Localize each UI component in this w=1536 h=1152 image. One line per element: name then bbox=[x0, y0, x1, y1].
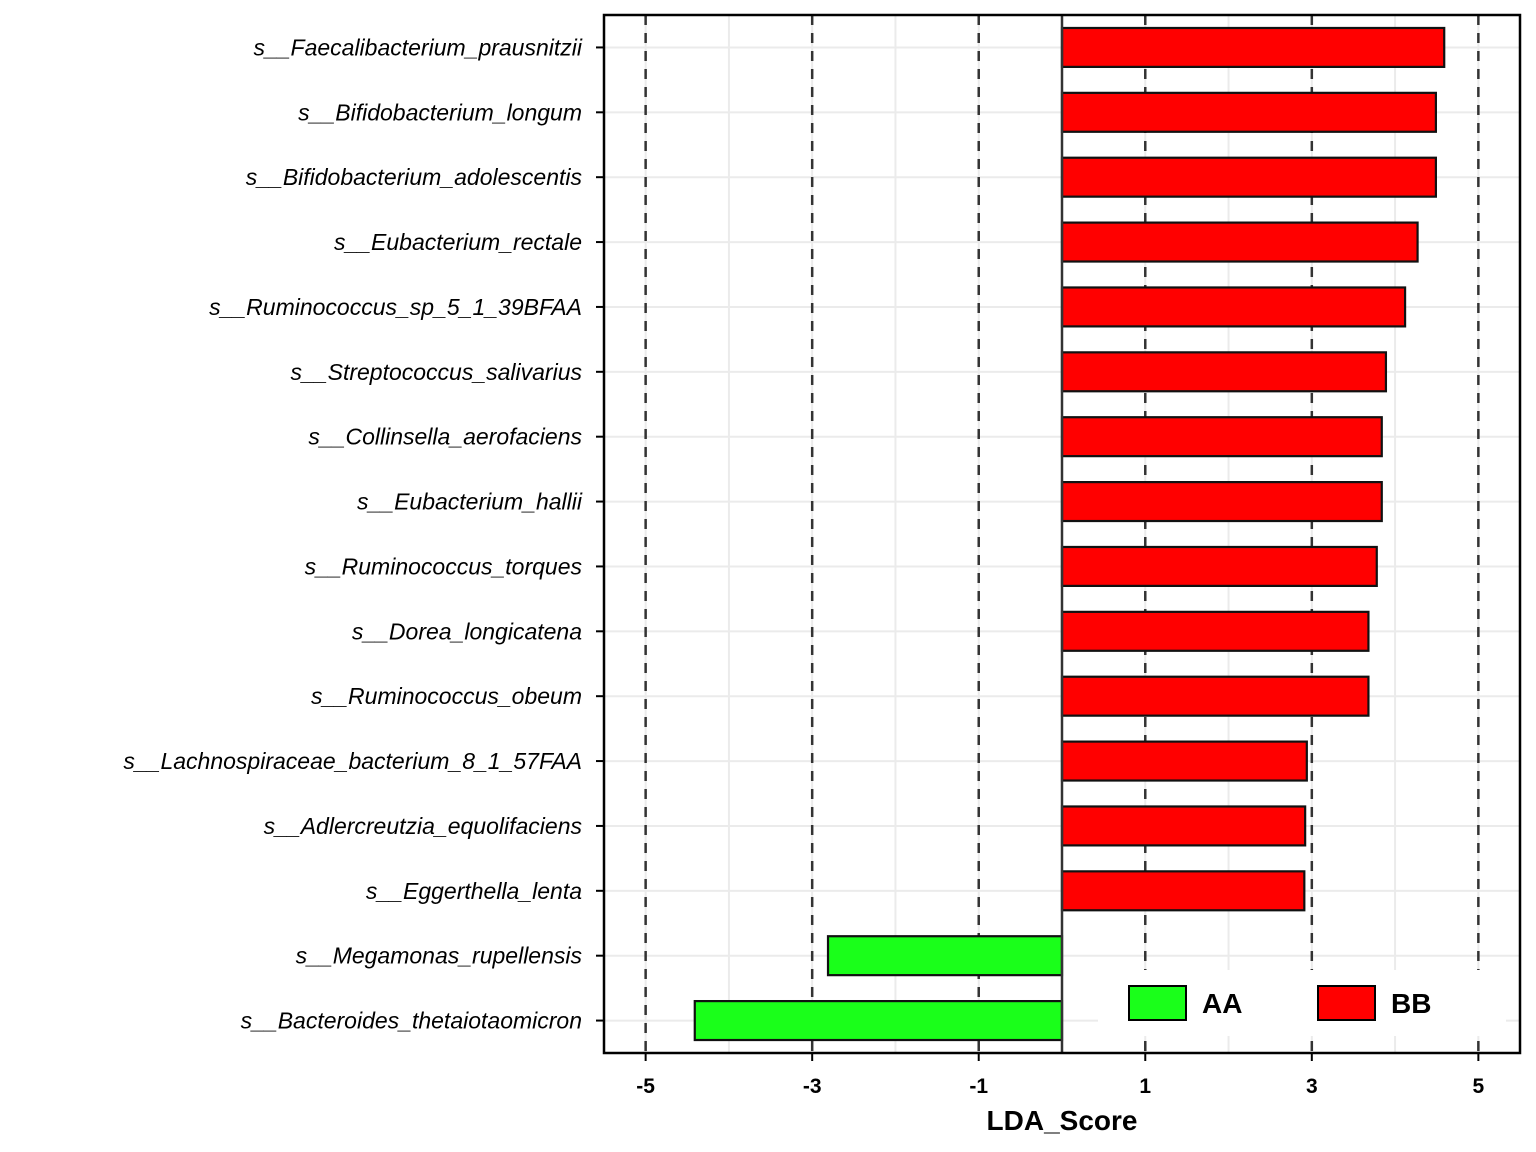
bar-bb bbox=[1060, 610, 1370, 652]
axes bbox=[596, 13, 1522, 1061]
bar-bb bbox=[1060, 870, 1306, 912]
category-label: s__Ruminococcus_torques bbox=[305, 553, 583, 579]
category-label: s__Eubacterium_rectale bbox=[334, 229, 582, 255]
category-label: s__Bifidobacterium_adolescentis bbox=[246, 164, 583, 190]
category-label: s__Ruminococcus_sp_5_1_39BFAA bbox=[209, 294, 582, 320]
legend: AA BB bbox=[1098, 970, 1506, 1036]
category-label: s__Streptococcus_salivarius bbox=[291, 359, 583, 385]
x-tick-label: -3 bbox=[803, 1075, 822, 1098]
category-label: s__Eggerthella_lenta bbox=[366, 878, 582, 904]
bar-aa bbox=[693, 999, 1064, 1042]
x-tick-labels: -5 -3 -1 1 3 5 bbox=[636, 1075, 1484, 1098]
bar-bb bbox=[1060, 26, 1446, 68]
x-axis-title: LDA_Score bbox=[987, 1105, 1138, 1136]
category-label: s__Bacteroides_thetaiotaomicron bbox=[241, 1008, 582, 1034]
bar-bb bbox=[1060, 351, 1388, 393]
category-label: s__Adlercreutzia_equolifaciens bbox=[264, 813, 583, 839]
category-label: s__Dorea_longicatena bbox=[352, 618, 582, 644]
category-label: s__Lachnospiraceae_bacterium_8_1_57FAA bbox=[123, 748, 582, 774]
bar-bb bbox=[1060, 740, 1308, 782]
legend-key-aa bbox=[1128, 985, 1187, 1021]
x-tick-label: -5 bbox=[636, 1075, 655, 1098]
legend-label-aa: AA bbox=[1202, 988, 1242, 1019]
bar-bb bbox=[1060, 91, 1437, 133]
category-label: s__Faecalibacterium_prausnitzii bbox=[253, 34, 582, 60]
bar-bb bbox=[1060, 545, 1378, 587]
bars bbox=[693, 15, 1446, 1053]
bar-bb bbox=[1060, 675, 1370, 717]
bar-bb bbox=[1060, 221, 1419, 263]
category-label: s__Eubacterium_hallii bbox=[357, 489, 583, 515]
legend-label-bb: BB bbox=[1391, 988, 1431, 1019]
bar-bb bbox=[1060, 481, 1383, 523]
category-label: s__Megamonas_rupellensis bbox=[296, 943, 583, 969]
x-tick-label: 1 bbox=[1139, 1075, 1151, 1098]
x-tick-label: 5 bbox=[1473, 1075, 1485, 1098]
bar-bb bbox=[1060, 416, 1383, 458]
category-label: s__Collinsella_aerofaciens bbox=[308, 424, 582, 450]
bar-bb bbox=[1060, 805, 1307, 847]
plot-panel-border bbox=[602, 13, 1522, 1055]
bar-aa bbox=[826, 935, 1064, 977]
bar-bb bbox=[1060, 156, 1437, 198]
legend-key-bb bbox=[1317, 985, 1376, 1021]
category-labels: s__Faecalibacterium_prausnitzii s__Bifido… bbox=[123, 34, 582, 1033]
x-tick-label: 3 bbox=[1306, 1075, 1318, 1098]
category-label: s__Ruminococcus_obeum bbox=[311, 683, 582, 709]
category-label: s__Bifidobacterium_longum bbox=[298, 99, 582, 125]
bar-bb bbox=[1060, 286, 1407, 328]
x-tick-label: -1 bbox=[969, 1075, 988, 1098]
